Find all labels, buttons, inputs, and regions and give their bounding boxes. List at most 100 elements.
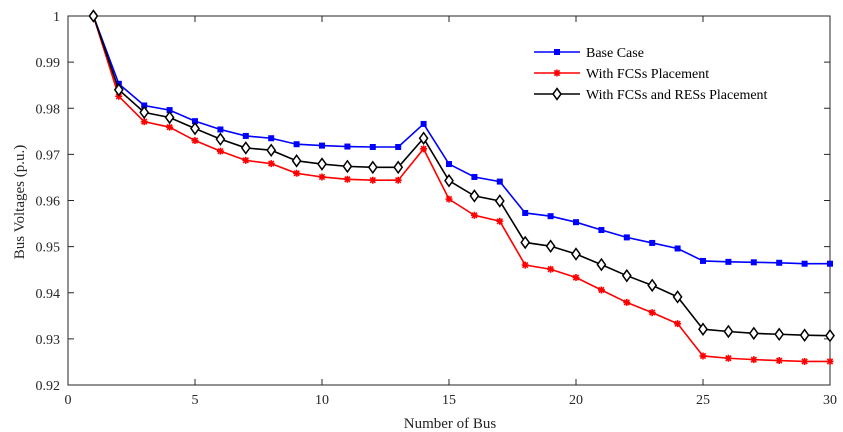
data-point [113, 83, 124, 97]
legend-label: With FCSs Placement [586, 67, 709, 82]
data-point [674, 245, 681, 252]
data-point [699, 352, 707, 360]
data-point [552, 87, 562, 101]
y-tick-label: 0.94 [36, 287, 61, 302]
data-point [369, 176, 377, 184]
data-point [445, 195, 453, 203]
y-axis-label: Bus Voltages (p.u.) [12, 145, 28, 259]
data-point [367, 160, 378, 175]
axes: 0 5 10 15 20 25 30 0.92 0.93 0.94 0.95 0.96 0.97 0.98… [36, 10, 838, 408]
data-point [88, 9, 99, 23]
data-point [291, 154, 302, 168]
y-tick-label: 0.99 [36, 56, 61, 71]
data-point [317, 157, 327, 171]
data-point [215, 132, 226, 146]
data-point [344, 143, 351, 150]
x-tick-label: 10 [315, 393, 329, 408]
x-tick-label: 25 [696, 393, 710, 408]
legend: Base Case With FCSs Placement With FCSs an… [534, 46, 768, 103]
data-point [240, 141, 251, 155]
data-point [547, 213, 554, 220]
series-layer [88, 9, 835, 365]
data-point [369, 143, 376, 150]
data-point [522, 209, 529, 216]
data-point [572, 274, 580, 282]
data-point [444, 173, 454, 188]
series-line [92, 15, 830, 265]
data-point [725, 258, 732, 265]
y-tick-label: 0.95 [36, 241, 61, 256]
data-point [700, 257, 706, 264]
data-point [623, 234, 630, 241]
data-point [293, 141, 300, 148]
data-point [573, 219, 579, 226]
data-point [293, 169, 301, 177]
data-point [242, 156, 250, 164]
data-point [394, 176, 402, 184]
data-point [776, 259, 783, 266]
data-point [496, 178, 503, 185]
legend-label: Base Case [586, 46, 644, 61]
data-point [649, 239, 656, 246]
data-point [521, 261, 529, 269]
data-point [648, 309, 656, 317]
data-point [554, 49, 560, 55]
x-tick-label: 5 [192, 393, 199, 408]
data-point [672, 290, 683, 304]
data-point [545, 239, 556, 253]
data-point [217, 126, 224, 133]
data-point [343, 175, 351, 183]
data-point [750, 259, 757, 266]
data-point [553, 69, 561, 77]
data-point [470, 211, 478, 219]
y-tick-label: 0.96 [36, 195, 61, 210]
data-point [496, 217, 504, 225]
series-3 [88, 9, 835, 343]
data-point [750, 356, 758, 364]
data-point [166, 123, 174, 131]
data-point [724, 354, 732, 362]
x-axis-label: Number of Bus [404, 416, 497, 432]
series-line [92, 15, 830, 363]
data-point [471, 173, 478, 180]
data-point [242, 132, 249, 139]
legend-entry: With FCSs and RESs Placement [534, 87, 768, 103]
data-point [698, 322, 708, 336]
data-point [520, 235, 531, 250]
data-point [799, 328, 810, 342]
data-point [774, 327, 785, 342]
y-tick-label: 0.92 [36, 379, 61, 394]
data-point [342, 159, 353, 174]
data-point [826, 357, 834, 365]
series-line [92, 15, 831, 337]
data-point [140, 118, 148, 126]
data-point [647, 278, 658, 293]
data-point [801, 357, 809, 365]
data-point [469, 189, 480, 203]
data-point [267, 160, 275, 168]
data-point [674, 320, 682, 328]
data-point [621, 268, 632, 283]
legend-entry: With FCSs Placement [534, 67, 709, 82]
data-point [801, 260, 808, 267]
series-1 [90, 13, 833, 267]
data-point [268, 135, 275, 142]
data-point [395, 143, 402, 150]
data-point [597, 286, 605, 294]
x-tick-label: 0 [65, 393, 72, 408]
data-point [191, 137, 199, 145]
data-point [446, 161, 452, 168]
x-tick-label: 30 [823, 393, 837, 408]
data-point [775, 357, 783, 365]
y-tick-label: 0.97 [36, 148, 61, 163]
data-point [723, 324, 734, 339]
legend-label: With FCSs and RESs Placement [586, 88, 768, 103]
data-point [319, 142, 325, 149]
data-point [190, 121, 200, 136]
data-point [266, 143, 277, 157]
legend-entry: Base Case [534, 46, 644, 61]
data-point [827, 260, 833, 267]
data-point [623, 298, 631, 306]
